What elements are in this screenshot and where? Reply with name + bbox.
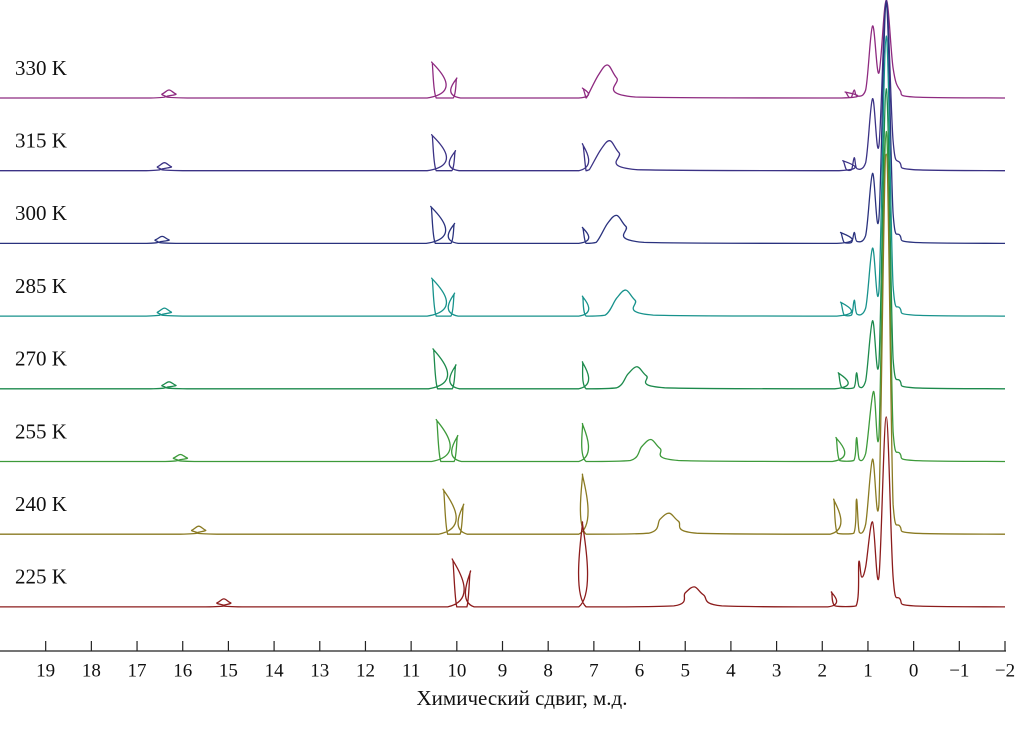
series-label: 240 K — [15, 492, 67, 516]
series-label: 300 K — [15, 201, 67, 225]
series-label: 315 K — [15, 129, 67, 153]
series-label: 330 K — [15, 56, 67, 80]
series-label: 225 K — [15, 565, 67, 589]
spectrum-line — [0, 0, 1006, 172]
x-tick-label: 0 — [909, 660, 919, 681]
spectrum-line — [0, 2, 1006, 245]
x-tick-label: 4 — [726, 660, 736, 681]
x-tick-label: 7 — [589, 660, 599, 681]
spectrum-line — [0, 416, 1006, 608]
x-tick-label: 10 — [447, 660, 466, 681]
x-tick-label: 17 — [128, 660, 147, 681]
x-tick-label: −1 — [949, 660, 969, 681]
x-tick-label: 3 — [772, 660, 782, 681]
x-tick-label: 16 — [173, 660, 192, 681]
spectrum-line — [0, 130, 1006, 463]
spectrum-line — [0, 88, 1006, 390]
x-tick-label: 1 — [863, 660, 873, 681]
x-tick-label: 2 — [818, 660, 828, 681]
x-tick-label: 12 — [356, 660, 375, 681]
series-label: 255 K — [15, 419, 67, 443]
x-tick-label: 13 — [310, 660, 329, 681]
spectrum-line — [0, 153, 1006, 535]
x-tick-label: 11 — [402, 660, 420, 681]
series-label: 270 K — [15, 347, 67, 371]
x-tick-label: 19 — [36, 660, 55, 681]
x-tick-label: −2 — [995, 660, 1015, 681]
x-tick-label: 14 — [265, 660, 285, 681]
x-tick-label: 8 — [543, 660, 553, 681]
spectrum-line — [0, 0, 1006, 99]
spectrum-line — [0, 35, 1006, 317]
series-label: 285 K — [15, 274, 67, 298]
x-tick-label: 6 — [635, 660, 645, 681]
x-axis-title: Химический сдвиг, м.д. — [417, 686, 628, 710]
x-tick-label: 9 — [498, 660, 508, 681]
x-tick-label: 18 — [82, 660, 101, 681]
x-tick-label: 15 — [219, 660, 238, 681]
x-tick-label: 5 — [680, 660, 690, 681]
